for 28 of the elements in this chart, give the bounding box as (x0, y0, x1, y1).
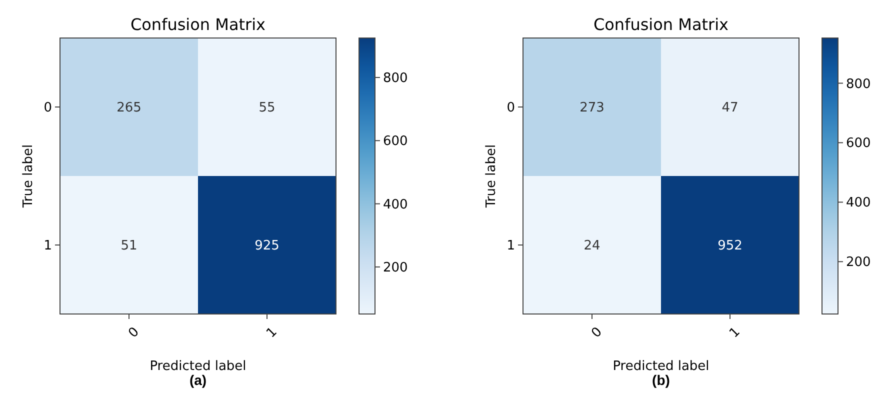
color-bar-label: 800 (383, 71, 408, 86)
color-bar-label: 600 (846, 136, 871, 152)
x-axis-title: Predicted label (150, 359, 246, 374)
color-bar-label: 600 (383, 134, 408, 150)
text: (a) (189, 372, 207, 388)
y-axis-title: True label (484, 144, 499, 209)
x-tick-label: 0 (588, 324, 606, 342)
data-label: 55 (258, 100, 276, 116)
data-label: 47 (722, 100, 738, 116)
x-tick-label: 1 (264, 324, 280, 342)
color-bar-label: 800 (846, 76, 871, 92)
text: (b) (652, 372, 670, 388)
color-bar-label: 400 (383, 197, 408, 212)
data-label: 51 (120, 238, 138, 254)
data-label: 24 (584, 238, 600, 254)
x-tick-label: 1 (726, 324, 744, 342)
data-label: 925 (254, 238, 280, 254)
color-bar-label: 200 (846, 255, 871, 270)
data-label: 265 (116, 100, 142, 116)
y-axis-title: True label (21, 144, 36, 209)
data-label: 952 (718, 238, 742, 254)
x-axis-title: Predicted label (612, 359, 710, 374)
data-label: 273 (580, 100, 604, 116)
color-bar-label: 200 (383, 260, 408, 276)
x-tick-label: 0 (126, 324, 142, 342)
chart-title: Confusion Matrix (593, 15, 729, 34)
chart-title: Confusion Matrix (130, 15, 266, 34)
color-bar-label: 400 (846, 196, 871, 211)
